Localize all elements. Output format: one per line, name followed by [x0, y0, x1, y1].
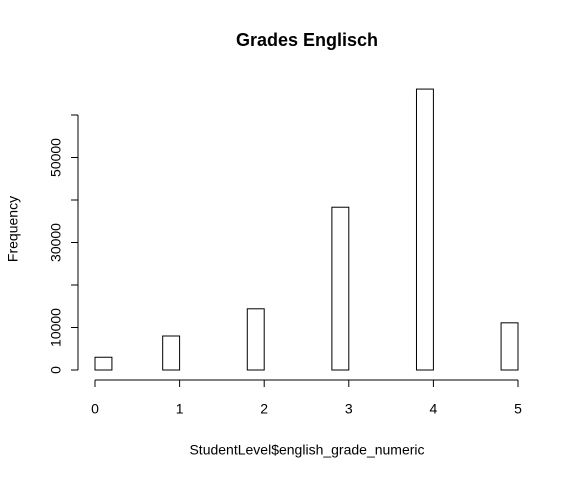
- x-tick-label: 5: [514, 401, 522, 417]
- x-tick-label: 1: [176, 401, 184, 417]
- x-tick-label: 2: [260, 401, 268, 417]
- y-tick-label: 10000: [48, 308, 64, 347]
- y-tick-label: 0: [48, 366, 64, 374]
- x-axis-label: StudentLevel$english_grade_numeric: [189, 442, 424, 458]
- y-tick-label: 50000: [48, 138, 64, 177]
- bar: [94, 356, 113, 371]
- bar: [500, 322, 519, 371]
- y-tick-label: 30000: [48, 223, 64, 262]
- chart-title: Grades Englisch: [236, 30, 378, 50]
- bar: [331, 206, 350, 371]
- y-axis-label: Frequency: [5, 196, 21, 262]
- bar: [415, 88, 434, 371]
- x-tick-label: 0: [91, 401, 99, 417]
- x-tick-label: 4: [430, 401, 438, 417]
- x-tick-label: 3: [345, 401, 353, 417]
- bar: [246, 308, 265, 371]
- bar: [162, 335, 181, 371]
